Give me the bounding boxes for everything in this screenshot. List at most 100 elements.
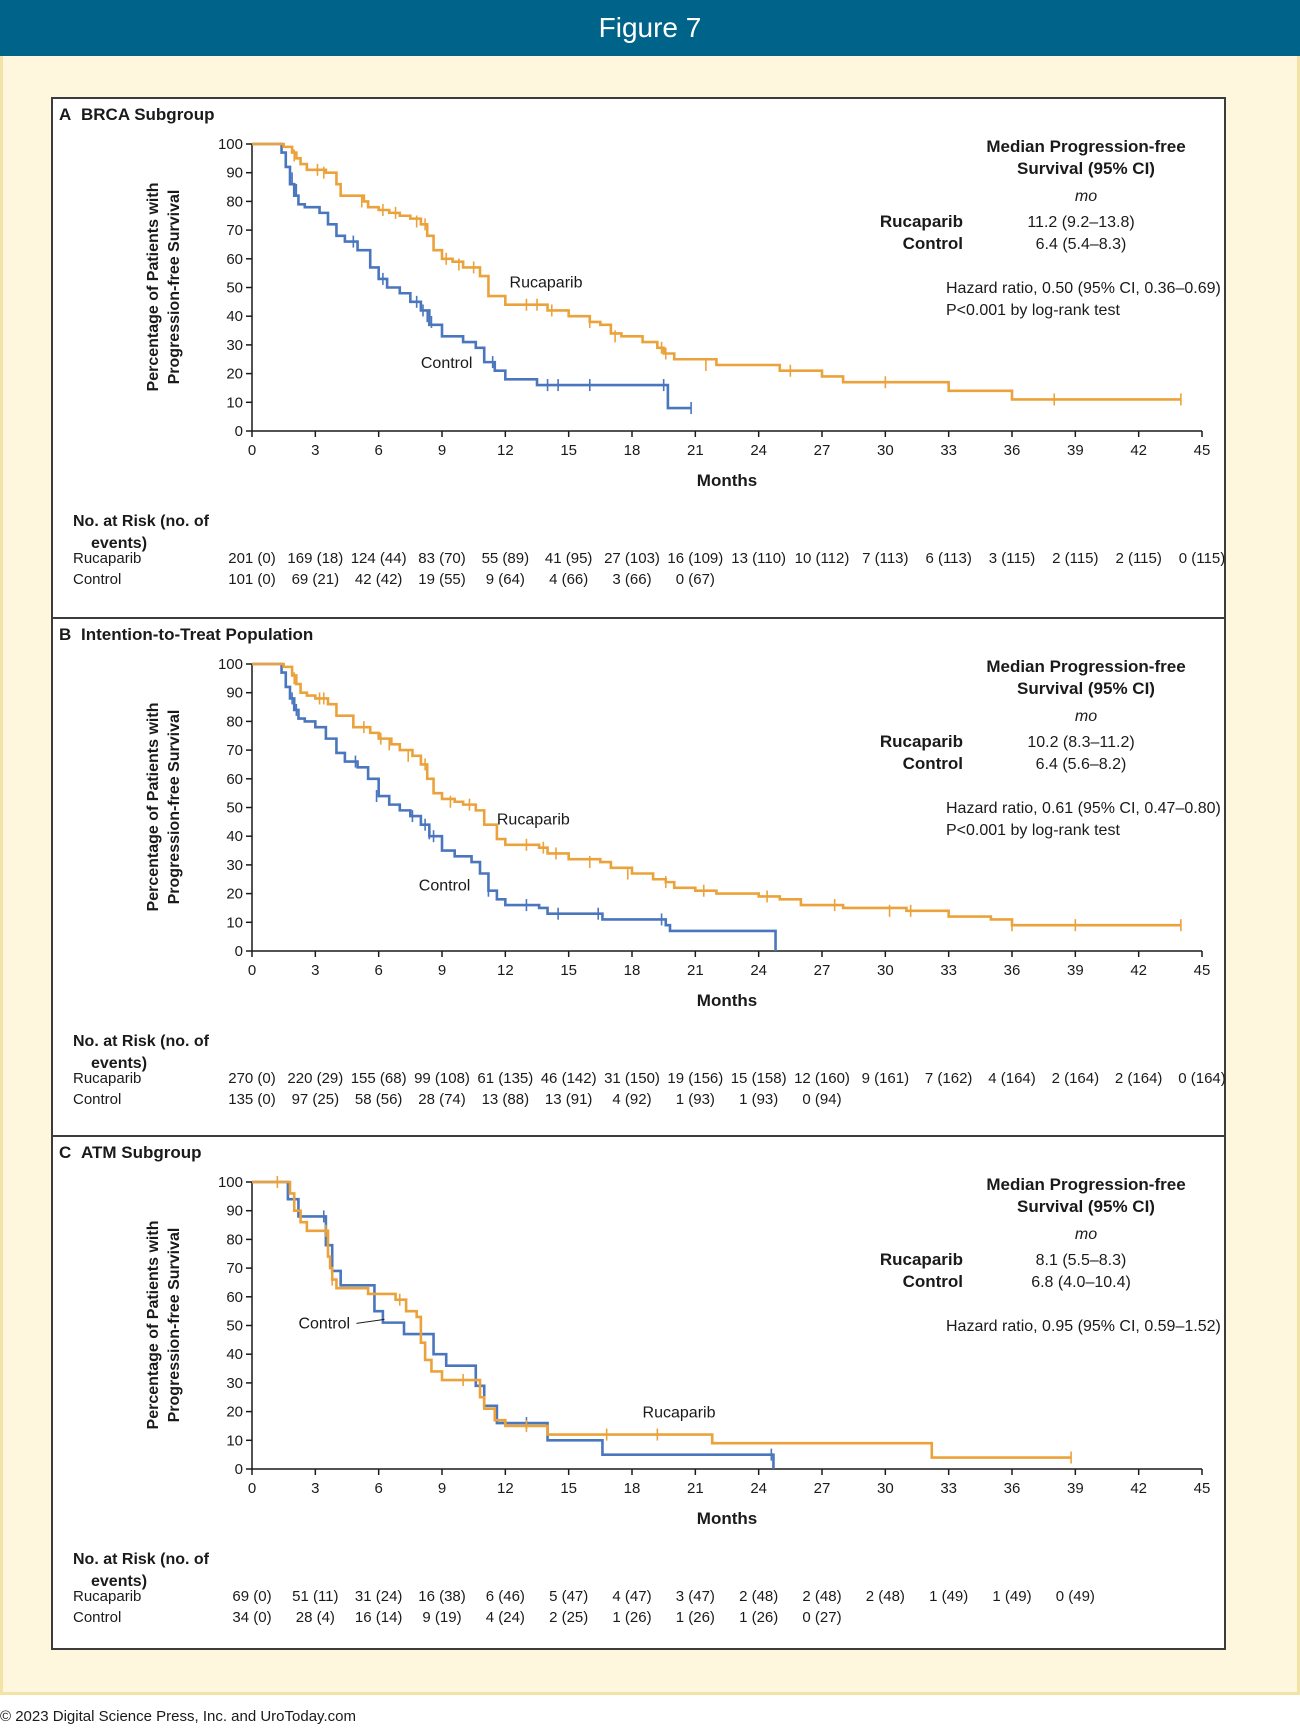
rucaparib-at-risk-value: 2 (48): [802, 1588, 841, 1605]
median-pfs-title: Survival (95% CI): [1017, 1197, 1155, 1216]
median-rucaparib-value: 10.2 (8.3–11.2): [1027, 734, 1134, 751]
y-tick-label: 90: [226, 165, 243, 182]
panel-title: BRCA Subgroup: [81, 105, 214, 124]
x-axis-label: Months: [697, 991, 757, 1010]
risk-table-title: events): [91, 1573, 147, 1590]
x-tick-label: 12: [497, 962, 514, 979]
rucaparib-at-risk-value: 3 (115): [989, 550, 1035, 567]
x-tick-label: 33: [940, 962, 957, 979]
y-tick-label: 60: [226, 251, 243, 268]
x-tick-label: 33: [940, 442, 957, 459]
x-tick-label: 24: [750, 962, 767, 979]
rucaparib-at-risk-value: 27 (103): [604, 550, 660, 567]
median-pfs-title: Median Progression-free: [986, 137, 1185, 156]
control-at-risk-value: 16 (14): [355, 1609, 403, 1626]
rucaparib-at-risk-value: 99 (108): [414, 1070, 470, 1087]
x-tick-label: 21: [687, 442, 704, 459]
hazard-ratio: Hazard ratio, 0.50 (95% CI, 0.36–0.69): [946, 280, 1221, 297]
rucaparib-risk-row-label: Rucaparib: [73, 1588, 141, 1605]
x-axis-label: Months: [697, 1509, 757, 1528]
control-at-risk-value: 58 (56): [355, 1091, 403, 1108]
rucaparib-at-risk-value: 2 (115): [1052, 550, 1098, 567]
x-tick-label: 42: [1130, 1480, 1147, 1497]
rucaparib-at-risk-value: 9 (161): [862, 1070, 910, 1087]
rucaparib-at-risk-value: 124 (44): [351, 550, 407, 567]
rucaparib-curve-label: Rucaparib: [510, 275, 583, 292]
rucaparib-at-risk-value: 201 (0): [228, 550, 276, 567]
control-at-risk-value: 1 (93): [739, 1091, 778, 1108]
x-tick-label: 12: [497, 1480, 514, 1497]
x-tick-label: 6: [374, 442, 382, 459]
x-tick-label: 0: [248, 1480, 256, 1497]
y-tick-label: 50: [226, 800, 243, 817]
rucaparib-at-risk-value: 0 (115): [1179, 550, 1225, 567]
y-tick-label: 20: [226, 1404, 243, 1421]
y-tick-label: 0: [235, 423, 243, 440]
rucaparib-at-risk-value: 2 (164): [1115, 1070, 1163, 1087]
control-at-risk-value: 13 (88): [482, 1091, 530, 1108]
x-tick-label: 45: [1194, 442, 1211, 459]
rucaparib-at-risk-value: 61 (135): [477, 1070, 533, 1087]
rucaparib-at-risk-value: 2 (115): [1115, 550, 1161, 567]
x-tick-label: 0: [248, 442, 256, 459]
control-risk-row-label: Control: [73, 571, 121, 588]
control-at-risk-value: 135 (0): [228, 1091, 276, 1108]
x-tick-label: 21: [687, 962, 704, 979]
y-tick-label: 30: [226, 337, 243, 354]
rucaparib-curve: [252, 142, 1181, 401]
p-value: P<0.001 by log-rank test: [946, 822, 1120, 839]
median-rucaparib-label: Rucaparib: [880, 1250, 963, 1269]
median-pfs-unit: mo: [1075, 1226, 1097, 1243]
control-curve-label: Control: [421, 355, 473, 372]
y-axis-label: Percentage of Patients with: [145, 703, 162, 912]
rucaparib-at-risk-value: 15 (158): [731, 1070, 787, 1087]
rucaparib-risk-row-label: Rucaparib: [73, 1070, 141, 1087]
median-rucaparib-value: 11.2 (9.2–13.8): [1027, 214, 1134, 231]
median-control-label: Control: [903, 754, 963, 773]
x-tick-label: 18: [624, 1480, 641, 1497]
figure-title: Figure 7: [598, 12, 702, 43]
x-tick-label: 3: [311, 442, 319, 459]
median-pfs-title: Survival (95% CI): [1017, 679, 1155, 698]
x-tick-label: 30: [877, 962, 894, 979]
x-tick-label: 9: [438, 442, 446, 459]
median-rucaparib-value: 8.1 (5.5–8.3): [1036, 1252, 1127, 1269]
x-tick-label: 33: [940, 1480, 957, 1497]
x-tick-label: 9: [438, 962, 446, 979]
y-tick-label: 20: [226, 886, 243, 903]
x-tick-label: 27: [814, 1480, 831, 1497]
y-tick-label: 70: [226, 222, 243, 239]
median-pfs-unit: mo: [1075, 708, 1097, 725]
rucaparib-at-risk-value: 2 (164): [1052, 1070, 1100, 1087]
rucaparib-at-risk-value: 12 (160): [794, 1070, 850, 1087]
x-tick-label: 30: [877, 1480, 894, 1497]
median-pfs-title: Survival (95% CI): [1017, 159, 1155, 178]
x-tick-label: 39: [1067, 442, 1084, 459]
rucaparib-curve-label: Rucaparib: [643, 1404, 716, 1421]
median-control-label: Control: [903, 1272, 963, 1291]
rucaparib-curve: [252, 662, 1181, 927]
y-tick-label: 30: [226, 857, 243, 874]
median-control-value: 6.4 (5.6–8.2): [1036, 756, 1127, 773]
control-at-risk-value: 34 (0): [232, 1609, 271, 1626]
rucaparib-at-risk-value: 1 (49): [992, 1588, 1031, 1605]
y-tick-label: 70: [226, 1260, 243, 1277]
x-tick-label: 3: [311, 962, 319, 979]
rucaparib-at-risk-value: 16 (38): [418, 1588, 466, 1605]
control-curve: [252, 142, 692, 410]
risk-table-title: No. at Risk (no. of: [73, 513, 210, 530]
rucaparib-at-risk-value: 0 (164): [1178, 1070, 1226, 1087]
rucaparib-at-risk-value: 2 (48): [866, 1588, 905, 1605]
y-axis-label: Percentage of Patients with: [145, 183, 162, 392]
x-tick-label: 0: [248, 962, 256, 979]
control-at-risk-value: 4 (66): [549, 571, 588, 588]
rucaparib-at-risk-value: 55 (89): [482, 550, 530, 567]
y-tick-label: 40: [226, 1346, 243, 1363]
y-axis-label: Progression-free Survival: [166, 1228, 183, 1423]
rucaparib-at-risk-value: 270 (0): [228, 1070, 276, 1087]
rucaparib-at-risk-value: 4 (164): [988, 1070, 1036, 1087]
control-at-risk-value: 9 (64): [486, 571, 525, 588]
x-tick-label: 15: [560, 442, 577, 459]
control-label-leader: [356, 1318, 385, 1324]
